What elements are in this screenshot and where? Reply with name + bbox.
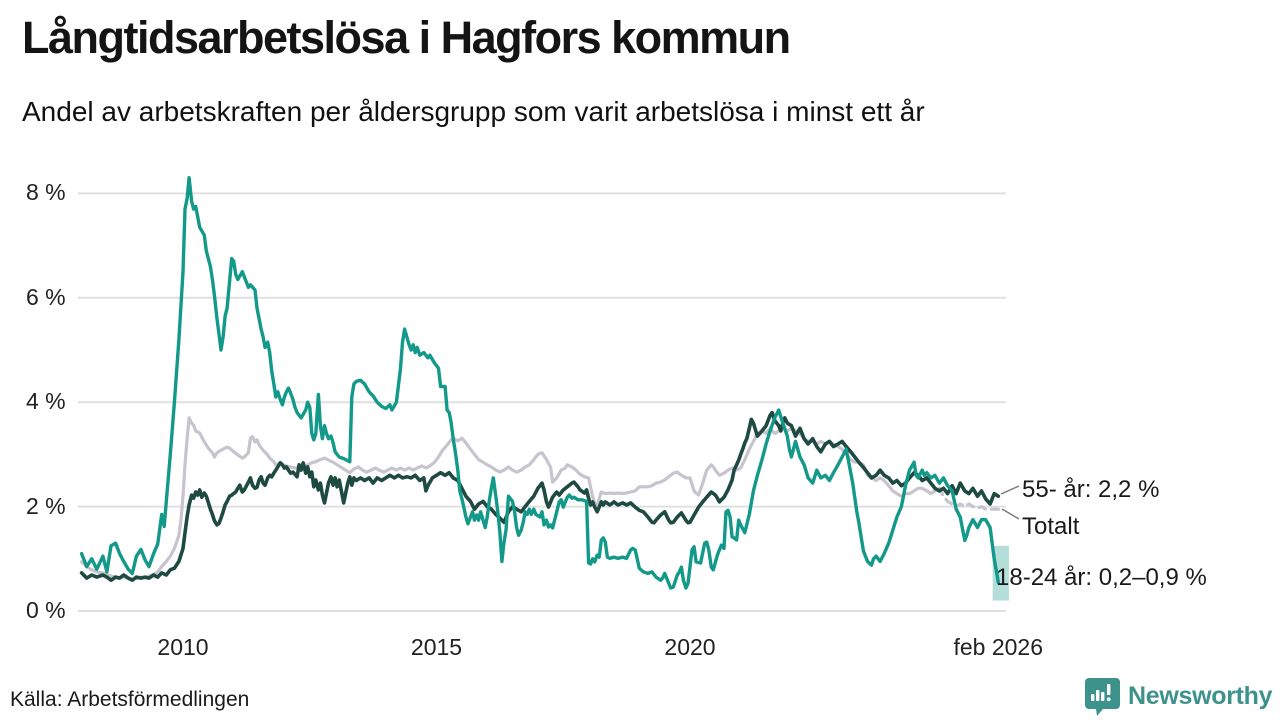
x-tick-2010: 2010 <box>157 634 209 660</box>
x-tick-feb-2026: feb 2026 <box>953 634 1044 660</box>
page-subtitle: Andel av arbetskraften per åldersgrupp s… <box>22 96 925 127</box>
series-line-Totalt <box>937 486 1000 511</box>
x-tick-2015: 2015 <box>410 634 463 660</box>
newsworthy-logo[interactable]: Newsworthy <box>1084 677 1273 716</box>
source-credit: Källa: Arbetsförmedlingen <box>10 688 250 711</box>
y-tick-6: 6 % <box>26 283 66 310</box>
end-label-18-24: 18-24 år: 0,2–0,9 % <box>996 564 1207 591</box>
x-tick-2020: 2020 <box>664 634 716 660</box>
series-line-55-år <box>79 410 1001 583</box>
y-tick-0: 0 % <box>26 597 66 623</box>
newsworthy-bubble-chart-icon <box>1084 677 1121 716</box>
leader-line-55-plus <box>1000 485 1020 495</box>
end-label-55-plus: 55- år: 2,2 % <box>1022 476 1160 503</box>
newsworthy-wordmark: Newsworthy <box>1128 682 1273 710</box>
y-tick-4: 4 % <box>26 388 66 415</box>
end-label-total: Totalt <box>1022 513 1080 540</box>
leader-line-total <box>1001 508 1020 520</box>
y-tick-8: 8 % <box>26 179 66 206</box>
uncertainty-band <box>992 545 1009 601</box>
page-title: Långtidsarbetslösa i Hagfors kommun <box>22 12 791 63</box>
series-line-18-24år <box>79 175 1000 590</box>
y-tick-2: 2 % <box>26 492 66 519</box>
